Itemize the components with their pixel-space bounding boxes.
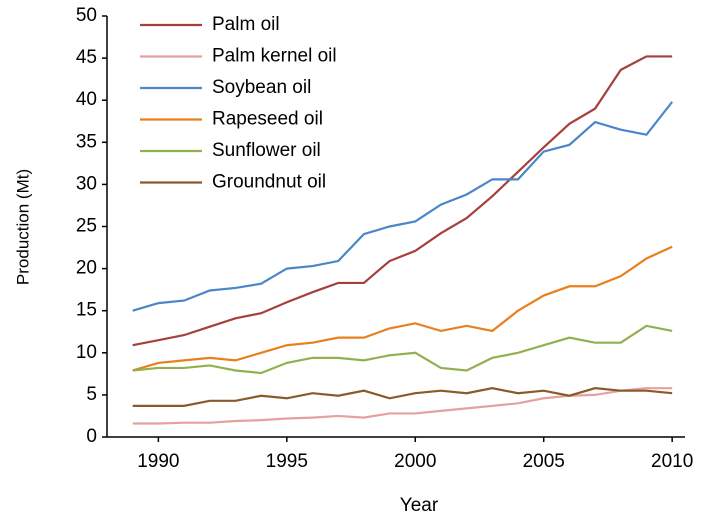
series-line	[132, 387, 673, 425]
x-tick-label: 1990	[137, 451, 179, 472]
legend-label: Groundnut oil	[212, 172, 326, 193]
series-line	[132, 55, 673, 347]
x-tick-label: 1995	[266, 451, 308, 472]
legend-label: Palm oil	[212, 14, 280, 35]
x-tick-label: 2005	[523, 451, 565, 472]
x-tick-label: 2010	[651, 451, 693, 472]
y-tick-label: 25	[76, 216, 97, 237]
y-tick-label: 35	[76, 131, 97, 152]
series-line	[132, 387, 673, 407]
y-tick-label: 10	[76, 342, 97, 363]
legend-label: Rapeseed oil	[212, 109, 323, 130]
x-tick-label: 2000	[394, 451, 436, 472]
y-tick-label: 15	[76, 300, 97, 321]
series-line	[132, 245, 673, 372]
y-tick-label: 50	[76, 5, 97, 26]
y-tick-label: 45	[76, 47, 97, 68]
series-line	[132, 324, 673, 375]
y-tick-label: 20	[76, 258, 97, 279]
y-axis-label: Production (Mt)	[13, 169, 32, 285]
y-tick-label: 40	[76, 89, 97, 110]
series-line	[132, 101, 674, 312]
x-axis-label: Year	[400, 495, 439, 516]
legend-label: Palm kernel oil	[212, 46, 337, 67]
legend-label: Sunflower oil	[212, 140, 321, 161]
y-tick-label: 5	[86, 384, 97, 405]
y-tick-label: 30	[76, 173, 97, 194]
y-tick-label: 0	[86, 426, 97, 447]
legend-label: Soybean oil	[212, 77, 311, 98]
